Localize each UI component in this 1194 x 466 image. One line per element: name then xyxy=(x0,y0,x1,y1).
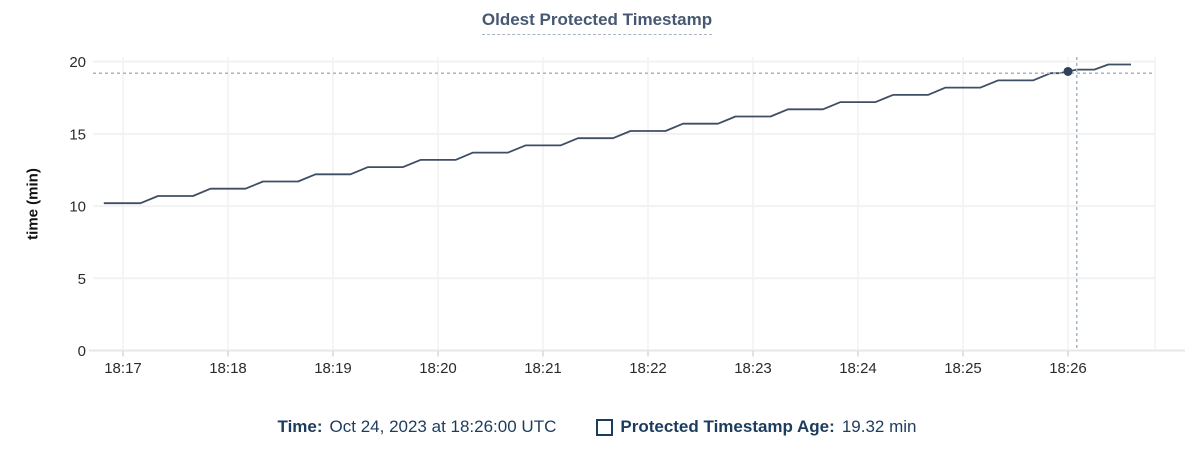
hover-dot xyxy=(1063,66,1073,76)
chart-title[interactable]: Oldest Protected Timestamp xyxy=(481,10,713,35)
legend-series-checkbox[interactable] xyxy=(596,418,614,436)
legend-series-value: 19.32 min xyxy=(841,417,917,436)
legend-time-value: Oct 24, 2023 at 18:26:00 UTC xyxy=(329,417,557,436)
x-tick-label: 18:25 xyxy=(944,360,982,377)
x-tick-label: 18:18 xyxy=(209,360,247,377)
y-tick-label: 0 xyxy=(78,343,86,360)
y-tick-label: 10 xyxy=(69,199,86,216)
x-tick-label: 18:24 xyxy=(839,360,877,377)
chart-title-row: Oldest Protected Timestamp xyxy=(0,10,1194,35)
chart-legend: Time: Oct 24, 2023 at 18:26:00 UTC Prote… xyxy=(0,417,1194,437)
x-tick-label: 18:26 xyxy=(1049,360,1087,377)
legend-series-item[interactable]: Protected Timestamp Age: 19.32 min xyxy=(596,417,916,437)
y-axis-title: time (min) xyxy=(24,168,42,240)
legend-series-label: Protected Timestamp Age: xyxy=(620,417,835,436)
y-tick-label: 20 xyxy=(69,54,86,71)
plot-hover-area[interactable] xyxy=(93,57,1155,351)
x-tick-label: 18:17 xyxy=(104,360,142,377)
x-tick-label: 18:19 xyxy=(314,360,352,377)
x-tick-label: 18:22 xyxy=(629,360,667,377)
legend-time-label: Time: xyxy=(277,417,323,436)
series-line xyxy=(103,63,1131,205)
x-tick-label: 18:21 xyxy=(524,360,562,377)
x-tick-label: 18:20 xyxy=(419,360,457,377)
y-tick-label: 15 xyxy=(69,126,86,143)
timeseries-chart: 0 5 10 15 20 18:17 18:18 18:19 18:20 18:21 18:22 18… xyxy=(69,54,1185,377)
y-tick-label: 5 xyxy=(78,271,86,288)
x-tick-label: 18:23 xyxy=(734,360,772,377)
